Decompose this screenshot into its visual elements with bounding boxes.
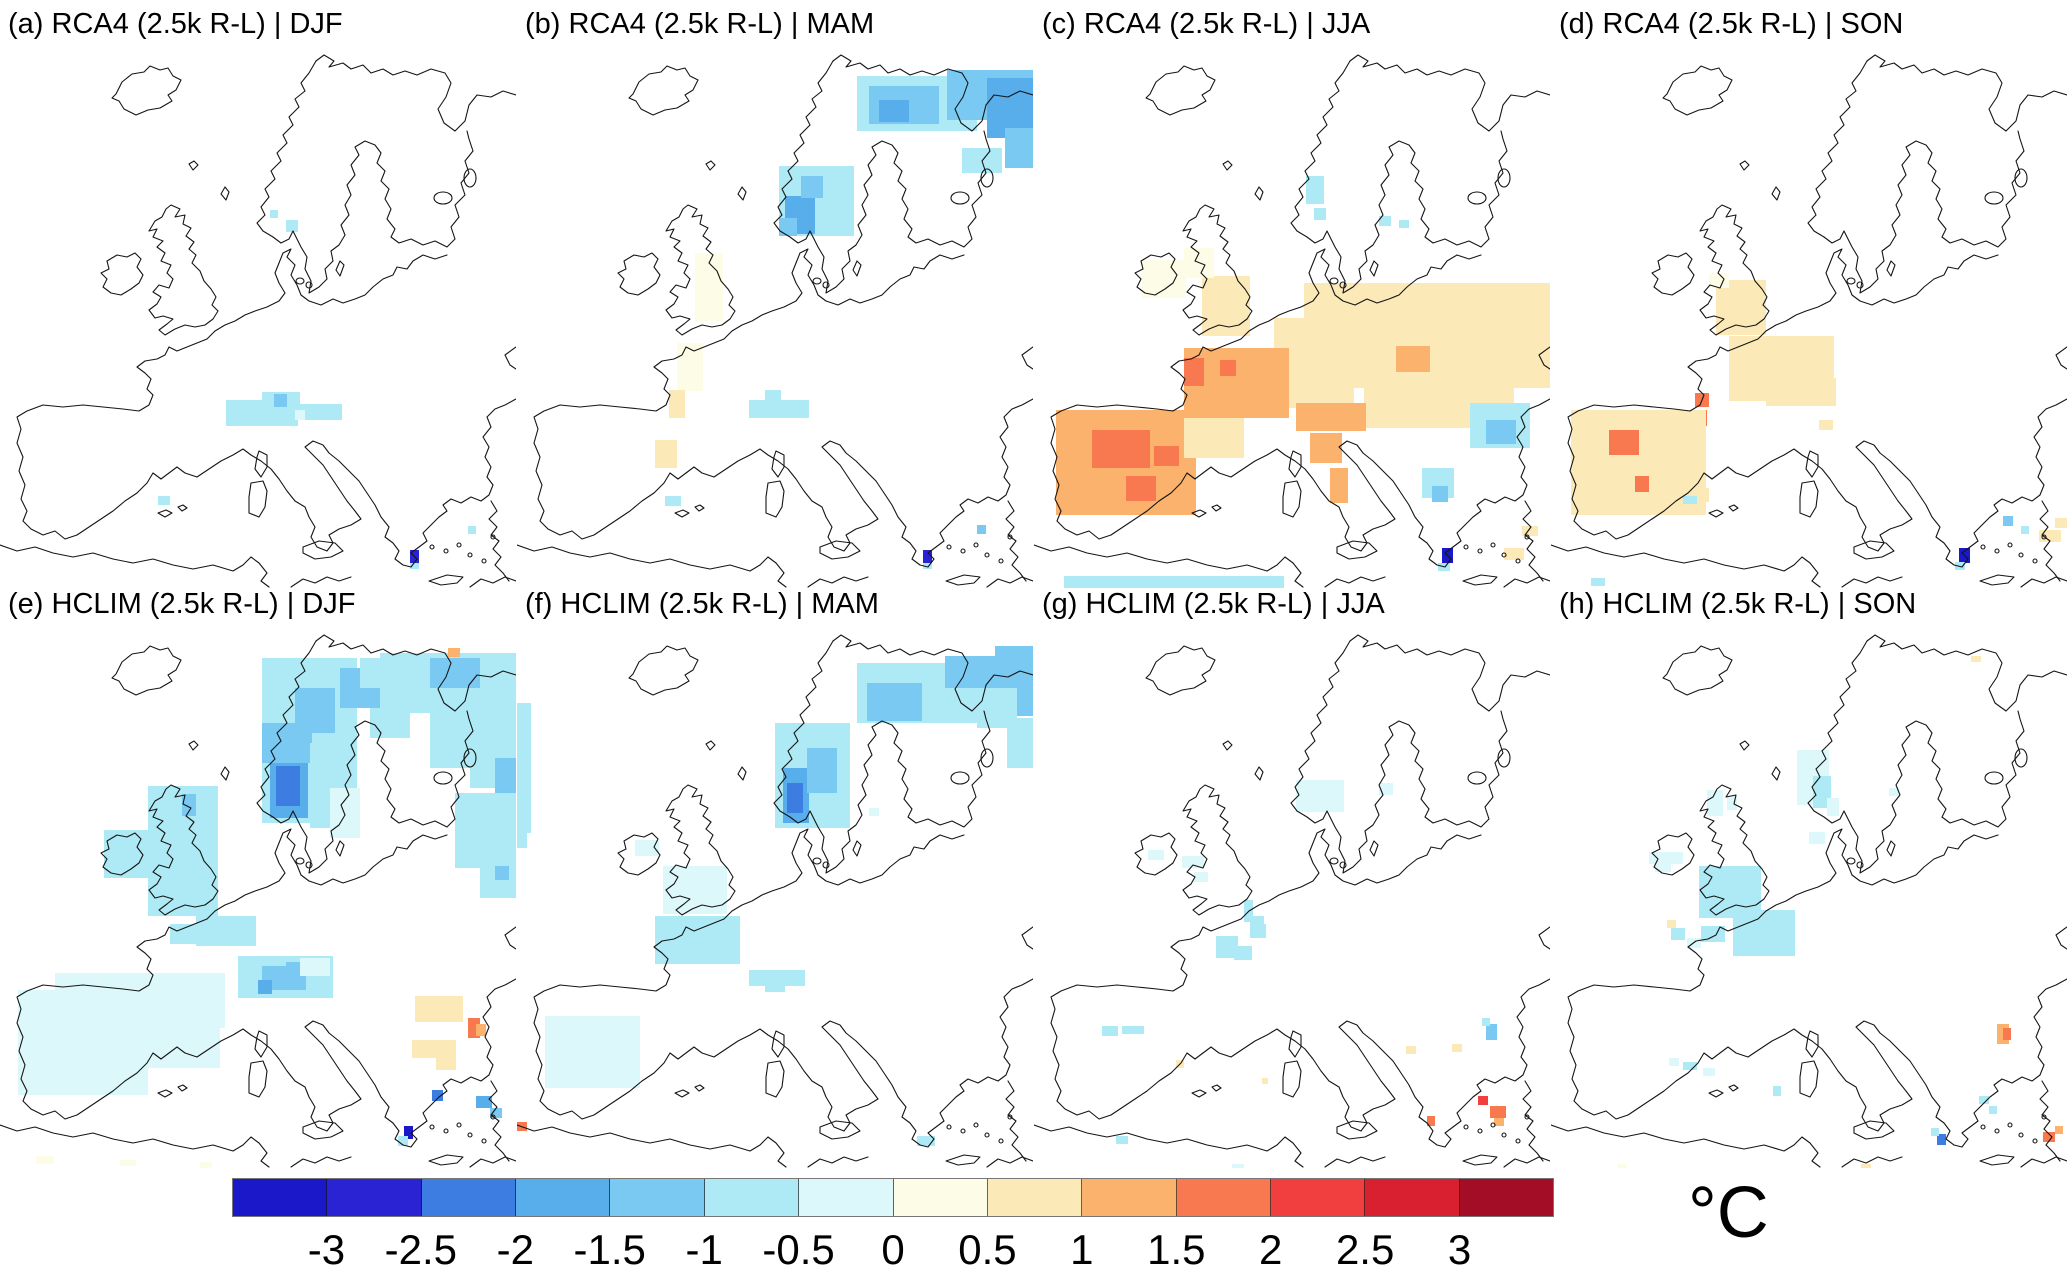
anomaly-cells bbox=[158, 210, 476, 569]
colorbar-segment bbox=[516, 1179, 611, 1216]
anomaly-cells bbox=[1617, 656, 2063, 1168]
anomaly-cells bbox=[517, 646, 1033, 1146]
panel-d: (d) RCA4 (2.5k R-L) | SON bbox=[1551, 0, 2067, 588]
panel-a-map bbox=[0, 54, 516, 588]
colorbar-segment bbox=[799, 1179, 894, 1216]
colorbar-tick-label: 3 bbox=[1447, 1226, 1472, 1273]
anomaly-cells bbox=[655, 70, 1033, 569]
panel-g-map bbox=[1034, 634, 1550, 1168]
panel-f-map bbox=[517, 634, 1033, 1168]
colorbar-tick-label: -1.5 bbox=[573, 1226, 646, 1273]
colorbar-tick-label: 1 bbox=[1070, 1226, 1094, 1273]
colorbar-segment bbox=[610, 1179, 705, 1216]
colorbar-tick-label: -1 bbox=[685, 1226, 723, 1273]
anomaly-cells bbox=[1102, 780, 1506, 1168]
panel-d-title: (d) RCA4 (2.5k R-L) | SON bbox=[1559, 8, 1904, 40]
panel-c: (c) RCA4 (2.5k R-L) | JJA bbox=[1034, 0, 1551, 588]
panel-f-title: (f) HCLIM (2.5k R-L) | MAM bbox=[525, 588, 879, 620]
panel-g: (g) HCLIM (2.5k R-L) | JJA bbox=[1034, 580, 1551, 1168]
colorbar-segment bbox=[704, 1179, 800, 1216]
anomaly-cells bbox=[18, 648, 516, 1168]
colorbar-tick-label: 2.5 bbox=[1335, 1226, 1395, 1273]
colorbar-tick-label: -2 bbox=[496, 1226, 534, 1273]
colorbar-segment bbox=[1365, 1179, 1460, 1216]
panel-h-map bbox=[1551, 634, 2067, 1168]
colorbar-tick-label: -2.5 bbox=[384, 1226, 458, 1273]
panel-h-title: (h) HCLIM (2.5k R-L) | SON bbox=[1559, 588, 1917, 620]
colorbar-segment bbox=[893, 1179, 988, 1216]
colorbar-segment bbox=[327, 1179, 422, 1216]
colorbar-segment bbox=[1270, 1179, 1366, 1216]
panel-h: (h) HCLIM (2.5k R-L) | SON bbox=[1551, 580, 2067, 1168]
panel-b: (b) RCA4 (2.5k R-L) | MAM bbox=[517, 0, 1034, 588]
colorbar-tick-label: -3 bbox=[307, 1226, 346, 1273]
panel-e-title: (e) HCLIM (2.5k R-L) | DJF bbox=[8, 588, 356, 620]
panel-c-map bbox=[1034, 54, 1550, 588]
panel-b-map bbox=[517, 54, 1033, 588]
colorbar-tick-label: 0.5 bbox=[958, 1226, 1017, 1273]
colorbar-segment bbox=[1176, 1179, 1271, 1216]
panel-c-title: (c) RCA4 (2.5k R-L) | JJA bbox=[1042, 8, 1371, 40]
colorbar-segment bbox=[1459, 1179, 1554, 1216]
panel-e-map bbox=[0, 634, 516, 1168]
panel-e: (e) HCLIM (2.5k R-L) | DJF bbox=[0, 580, 517, 1168]
colorbar-segment bbox=[987, 1179, 1083, 1216]
panel-g-title: (g) HCLIM (2.5k R-L) | JJA bbox=[1042, 588, 1385, 620]
panel-d-map bbox=[1551, 54, 2067, 588]
anomaly-cells bbox=[1571, 273, 2067, 586]
panel-b-title: (b) RCA4 (2.5k R-L) | MAM bbox=[525, 8, 875, 40]
colorbar-tick-label: 2 bbox=[1259, 1226, 1283, 1273]
colorbar-tick-label: -0.5 bbox=[762, 1226, 835, 1273]
anomaly-cells bbox=[1056, 176, 1550, 588]
panel-f: (f) HCLIM (2.5k R-L) | MAM bbox=[517, 580, 1034, 1168]
colorbar-segment bbox=[1082, 1179, 1177, 1216]
panel-a-title: (a) RCA4 (2.5k R-L) | DJF bbox=[8, 8, 343, 40]
colorbar-tick-label: 1.5 bbox=[1147, 1226, 1206, 1273]
panel-a: (a) RCA4 (2.5k R-L) | DJF bbox=[0, 0, 517, 588]
colorbar-unit-label: °C bbox=[1688, 1173, 1769, 1253]
colorbar-segment bbox=[421, 1179, 517, 1216]
colorbar-tick-label: 0 bbox=[881, 1226, 905, 1273]
colorbar bbox=[232, 1178, 1554, 1217]
colorbar-segment bbox=[233, 1179, 328, 1216]
